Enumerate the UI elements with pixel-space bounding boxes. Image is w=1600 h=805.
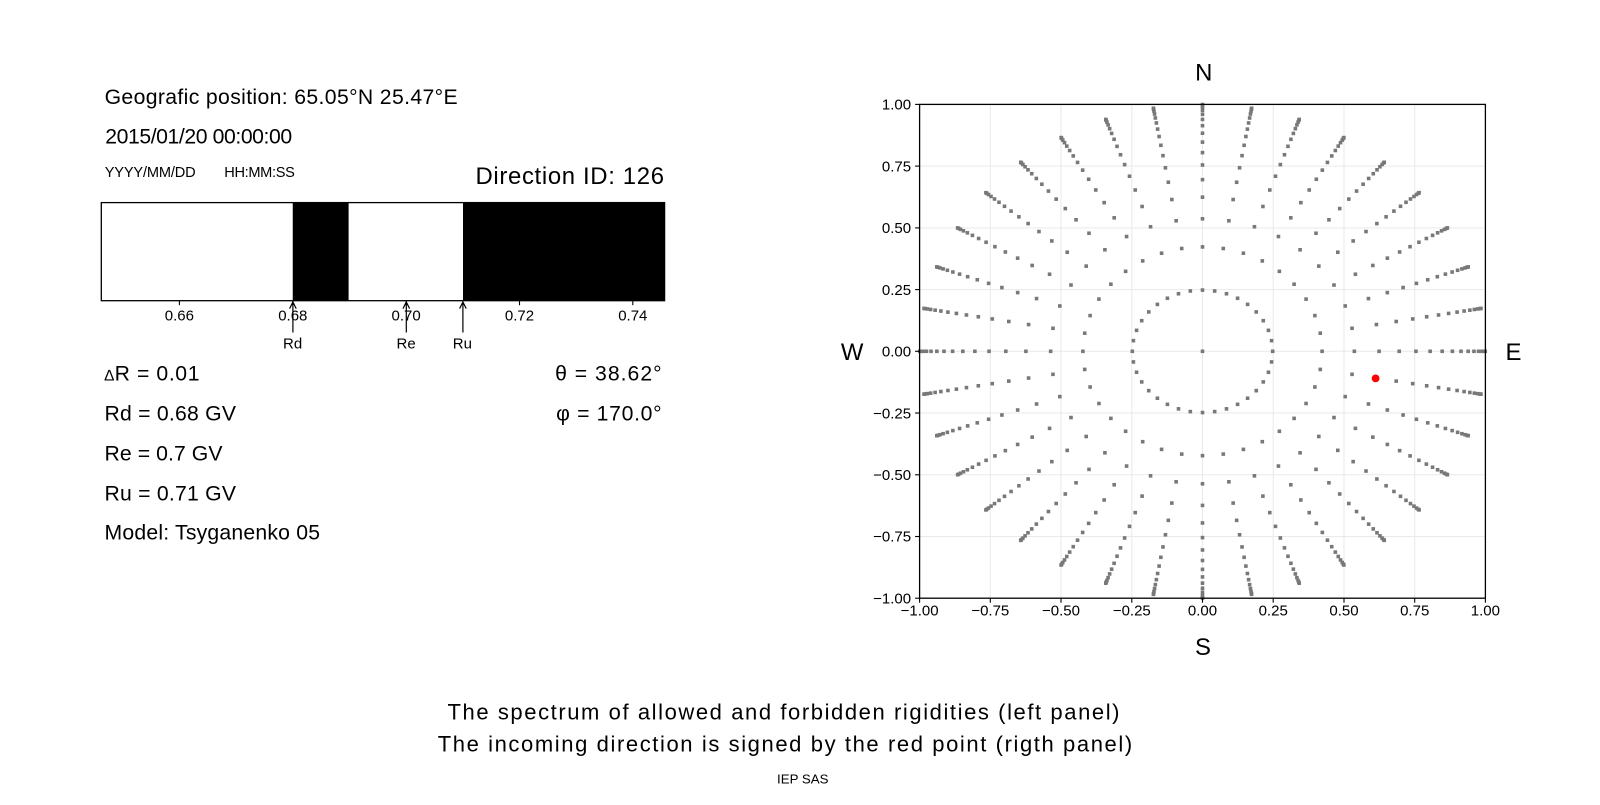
svg-text:0.00: 0.00 (882, 344, 911, 361)
svg-text:φ = 170.0°: φ = 170.0° (556, 402, 662, 425)
svg-text:−0.75: −0.75 (873, 529, 911, 546)
svg-text:N: N (1195, 60, 1212, 87)
svg-text:0.66: 0.66 (165, 307, 194, 324)
svg-text:Geografic position: 65.05°N 25: Geografic position: 65.05°N 25.47°E (105, 86, 458, 109)
svg-text:Rd = 0.68 GV: Rd = 0.68 GV (105, 402, 237, 425)
svg-text:IEP SAS: IEP SAS (777, 772, 829, 787)
svg-text:0.72: 0.72 (505, 307, 534, 324)
svg-text:0.25: 0.25 (882, 282, 911, 299)
svg-text:0.74: 0.74 (618, 307, 647, 324)
svg-text:0.25: 0.25 (1259, 603, 1288, 620)
svg-text:2015/01/20 00:00:00: 2015/01/20 00:00:00 (105, 126, 292, 149)
svg-text:W: W (841, 339, 864, 366)
svg-text:YYYY/MM/DD: YYYY/MM/DD (105, 165, 196, 181)
svg-text:−0.50: −0.50 (1042, 603, 1080, 620)
svg-text:HH:MM:SS: HH:MM:SS (224, 165, 295, 181)
svg-text:−0.25: −0.25 (873, 405, 911, 422)
svg-text:−1.00: −1.00 (873, 591, 911, 608)
svg-text:1.00: 1.00 (882, 97, 911, 114)
svg-text:Re: Re (397, 336, 416, 353)
svg-text:−1.00: −1.00 (901, 603, 939, 620)
svg-text:Model: Tsyganenko 05: Model: Tsyganenko 05 (105, 522, 321, 545)
svg-text:θ = 38.62°: θ = 38.62° (555, 363, 662, 386)
svg-text:The spectrum of allowed and fo: The spectrum of allowed and forbidden ri… (448, 699, 1120, 724)
svg-text:Direction ID: 126: Direction ID: 126 (476, 163, 665, 190)
svg-text:0.00: 0.00 (1188, 603, 1217, 620)
svg-text:0.50: 0.50 (882, 220, 911, 237)
svg-text:Rd: Rd (283, 336, 302, 353)
svg-text:Ru = 0.71 GV: Ru = 0.71 GV (105, 482, 237, 505)
svg-text:E: E (1506, 339, 1522, 366)
svg-text:−0.75: −0.75 (971, 603, 1009, 620)
svg-text:0.75: 0.75 (882, 158, 911, 175)
svg-text:−0.25: −0.25 (1113, 603, 1151, 620)
svg-text:S: S (1195, 634, 1211, 661)
svg-text:1.00: 1.00 (1471, 603, 1500, 620)
svg-text:0.75: 0.75 (1400, 603, 1429, 620)
svg-text:0.50: 0.50 (1329, 603, 1358, 620)
svg-text:Ru: Ru (453, 336, 472, 353)
svg-text:−0.50: −0.50 (873, 467, 911, 484)
svg-text:Re = 0.7 GV: Re = 0.7 GV (105, 442, 224, 465)
svg-text:The incoming direction is sign: The incoming direction is signed by the … (438, 731, 1132, 756)
svg-text:∆R = 0.01: ∆R = 0.01 (105, 362, 200, 385)
